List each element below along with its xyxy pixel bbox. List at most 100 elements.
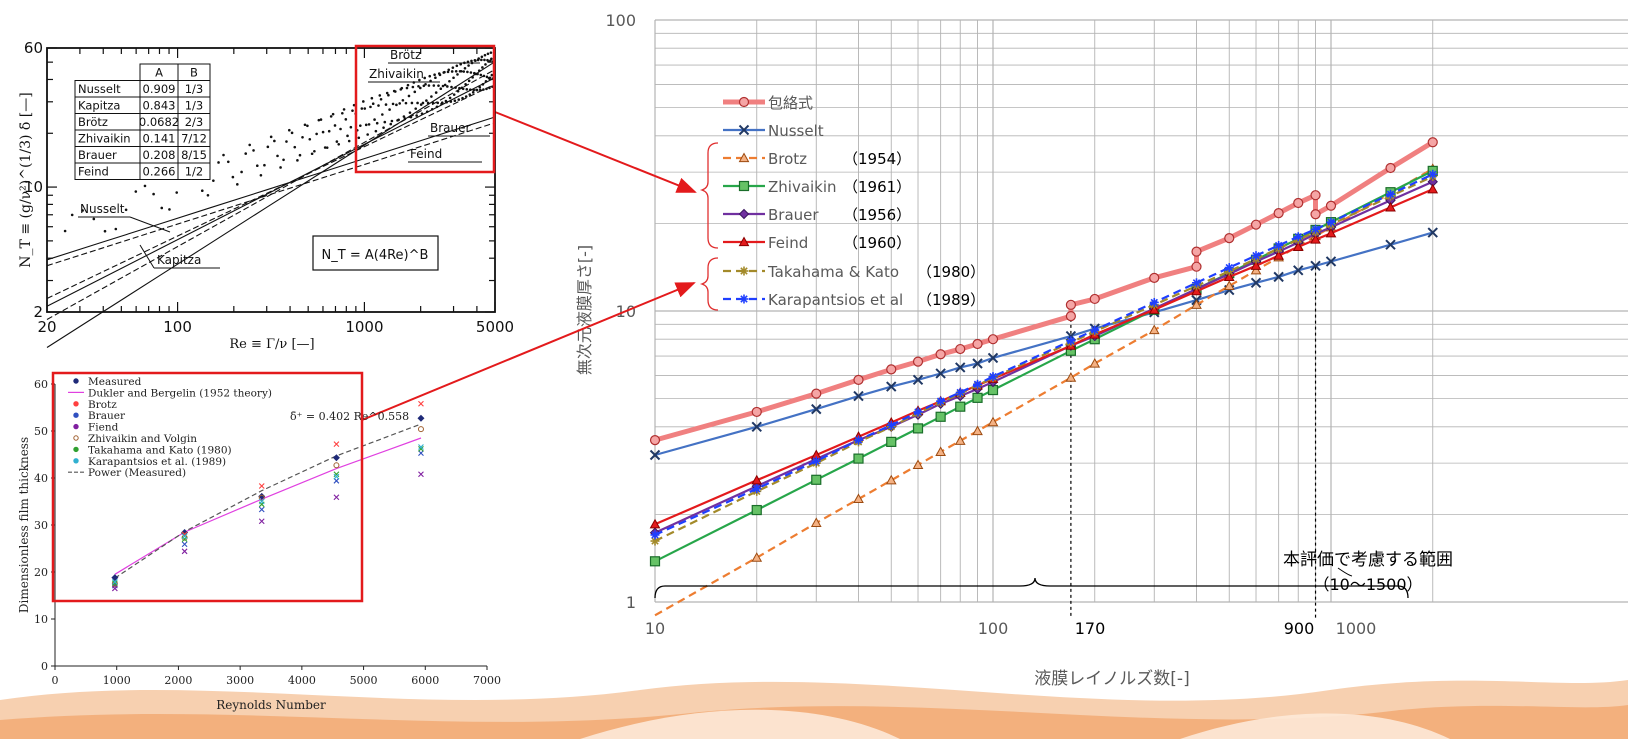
top-left-data-dot [453, 99, 457, 103]
top-left-data-dot [405, 86, 409, 90]
data-point [972, 392, 983, 403]
top-left-table-text: 0.141 [143, 132, 176, 146]
bottom-left-point [181, 529, 189, 537]
data-point-stroke [1150, 298, 1158, 307]
top-left-data-dot [359, 124, 362, 127]
data-point-stroke [973, 380, 982, 388]
data-point [853, 453, 864, 464]
data-point [1250, 277, 1262, 289]
data-point [739, 294, 749, 304]
top-left-data-dot [384, 103, 388, 106]
bottom-left-y-tick-label: 0 [41, 660, 48, 673]
legend-entry: Zhivaikin （1961） [723, 178, 911, 196]
top-left-data-dot [471, 91, 475, 94]
data-point [987, 352, 999, 364]
bottom-left-point [417, 426, 424, 433]
top-left-data-dot [370, 96, 374, 100]
data-point [1385, 162, 1396, 174]
top-left-table-text: 0.0682 [139, 115, 179, 129]
top-left-table-text: Feind [78, 165, 109, 179]
data-point [738, 152, 750, 163]
top-left-data-dot [485, 75, 489, 79]
data-point [912, 459, 924, 469]
vline-label-170: 170 [1075, 619, 1106, 638]
top-left-data-dot [337, 142, 341, 146]
data-point [1250, 219, 1262, 230]
top-left-data-dot [325, 146, 329, 149]
bottom-left-x-tick-label: 7000 [473, 674, 501, 687]
top-left-data-dot [344, 118, 348, 121]
top-left-label-leader [129, 216, 171, 233]
top-left-data-dot [433, 73, 436, 77]
top-left-data-dot [298, 153, 302, 157]
data-point-stroke [886, 381, 897, 392]
top-left-data-dot [477, 57, 480, 60]
top-left-data-dot [464, 95, 468, 98]
main-y-axis-label: 無次元液膜厚さ[-] [575, 245, 594, 375]
top-left-data-dot [313, 149, 316, 153]
data-point [751, 474, 763, 485]
top-left-data-dot [481, 83, 485, 86]
bottom-left-point-stroke [333, 441, 340, 448]
top-left-data-dot [467, 79, 471, 83]
main-x-tick-label: 100 [978, 619, 1009, 638]
data-point [1385, 201, 1396, 212]
top-left-data-dot [411, 85, 415, 89]
data-point-stroke [812, 457, 820, 465]
top-left-data-dot [459, 62, 462, 66]
top-left-data-dot [339, 127, 342, 131]
vline-label-900: 900 [1284, 619, 1315, 638]
top-left-data-dot [409, 115, 413, 119]
top-left-data-dot [451, 66, 455, 69]
top-left-data-dot [428, 74, 432, 78]
bottom-left-point-stroke [418, 444, 424, 450]
top-left-data-dot [310, 152, 314, 156]
data-point [738, 96, 750, 108]
top-left-data-dot [248, 143, 251, 147]
top-left-data-dot [488, 76, 492, 80]
top-left-data-dot [378, 94, 382, 97]
top-left-data-dot [407, 94, 411, 98]
bottom-left-point [258, 518, 265, 525]
top-left-data-dot [466, 70, 469, 74]
top-left-data-dot [423, 76, 426, 80]
data-point [751, 421, 762, 433]
data-point-stroke [753, 485, 761, 493]
top-left-x-tick-label: 5000 [476, 318, 514, 336]
top-left-data-dot [422, 84, 426, 88]
data-point-stroke [989, 372, 997, 381]
legend-year: （1954） [843, 150, 911, 168]
bottom-left-x-tick-label: 2000 [164, 674, 192, 687]
bottom-left-legend-swatch [73, 412, 79, 418]
top-left-data-dot [240, 170, 243, 174]
bottom-left-point [181, 534, 188, 541]
top-left-curve-label: Nusselt [80, 202, 125, 216]
legend-entry: Brauer （1956） [723, 206, 911, 224]
legend-year: （1961） [843, 178, 911, 196]
top-left-data-dot [457, 98, 461, 101]
legend-entry: Brotz （1954） [723, 150, 911, 168]
data-point [1191, 299, 1202, 309]
main-tick-labels: 110100101001000 [605, 11, 1376, 638]
top-left-data-dot [400, 86, 404, 90]
data-point [1089, 357, 1101, 368]
top-left-data-dot [426, 101, 430, 105]
data-point-stroke [811, 403, 822, 415]
top-left-data-dot [465, 88, 469, 91]
top-left-data-dot [226, 160, 230, 164]
data-point [1191, 246, 1202, 257]
bottom-left-point [333, 441, 340, 448]
bottom-left-point [181, 541, 188, 548]
bottom-left-y-tick-label: 20 [34, 566, 48, 579]
bottom-left-point [333, 471, 340, 478]
top-left-data-dot [81, 209, 84, 212]
bottom-left-point-stroke [111, 578, 118, 585]
bottom-left-point-stroke [181, 548, 188, 555]
top-left-data-dot [487, 60, 490, 63]
data-point [886, 364, 897, 375]
top-left-data-dot [335, 140, 339, 143]
top-left-data-dot [448, 96, 452, 100]
data-point-stroke [1273, 271, 1284, 283]
data-point [649, 556, 661, 567]
top-left-data-dot [282, 158, 285, 162]
